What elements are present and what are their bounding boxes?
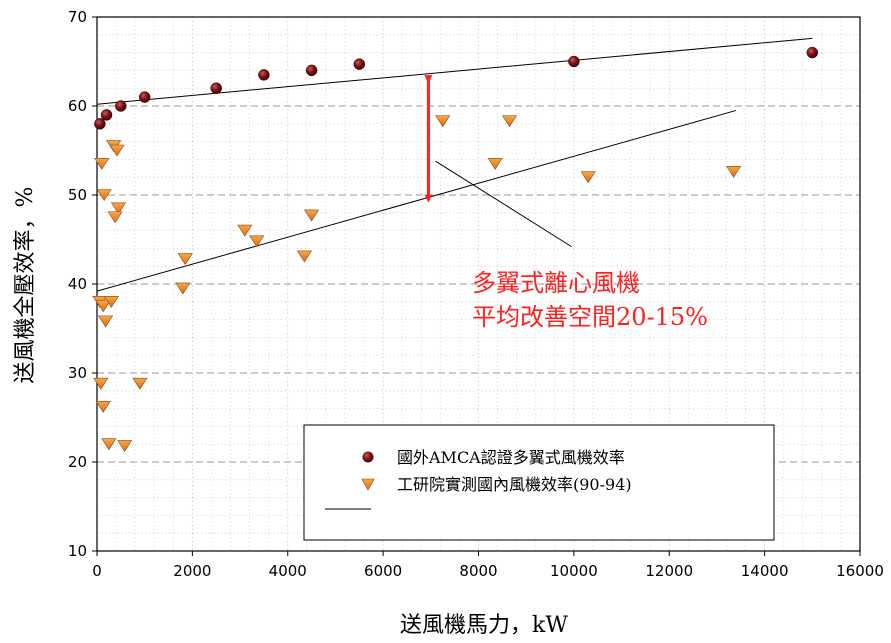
itri-point <box>304 209 320 222</box>
amca-point <box>258 69 270 81</box>
itri-point <box>95 401 111 413</box>
amca-point <box>305 64 318 77</box>
legend-label-itri: 工研院實測國內風機效率(90-94) <box>397 475 632 494</box>
legend-marker-triangle <box>361 478 375 491</box>
trend-line <box>435 160 572 248</box>
y-tick-label: 10 <box>68 542 87 560</box>
y-tick-label: 30 <box>68 364 87 382</box>
x-tick-label: 2000 <box>173 562 211 580</box>
itri-point <box>435 115 451 128</box>
legend: 國外AMCA認證多翼式風機效率 工研院實測國內風機效率(90-94) <box>303 424 775 541</box>
itri-point <box>95 300 111 313</box>
x-tick-label: 14000 <box>741 562 789 580</box>
x-tick-label: 10000 <box>550 562 598 580</box>
itri-point <box>93 377 109 390</box>
x-tick-label: 6000 <box>364 562 402 580</box>
legend-box <box>303 424 775 541</box>
amca-point <box>115 100 127 112</box>
itri-point <box>501 115 518 128</box>
amca-point <box>94 118 106 130</box>
itri-point <box>107 211 123 224</box>
itri-point <box>132 377 148 390</box>
itri-point <box>177 253 193 266</box>
itri-point <box>249 235 265 248</box>
y-axis-title: 送風機全壓效率，% <box>13 187 38 384</box>
itri-point <box>726 166 742 178</box>
x-tick-label: 8000 <box>459 562 497 580</box>
amca-point <box>138 91 151 103</box>
annotation-line-1: 多翼式離心風機 <box>472 269 640 297</box>
trend-line <box>96 109 737 292</box>
x-axis: 0 2000 4000 6000 8000 10000 12000 14000 16000 <box>92 551 884 580</box>
itri-point <box>237 224 253 237</box>
improvement-annotation: 多翼式離心風機 平均改善空間20-15% <box>424 75 708 331</box>
x-axis-title: 送風機馬力，kW <box>400 613 568 638</box>
itri-point <box>98 315 114 328</box>
itri-point <box>110 202 127 215</box>
itri-point <box>103 296 119 308</box>
x-tick-label: 0 <box>92 562 102 580</box>
itri-point <box>96 189 112 202</box>
legend-label-amca: 國外AMCA認證多翼式風機效率 <box>397 448 625 467</box>
itri-point <box>580 171 596 184</box>
annotation-line-2: 平均改善空間20-15% <box>472 303 708 331</box>
amca-point <box>100 109 113 121</box>
amca-point <box>210 82 222 94</box>
itri-point <box>117 440 133 453</box>
y-axis: 10 20 30 40 50 60 70 <box>68 8 97 560</box>
itri-point <box>487 158 503 170</box>
y-tick-label: 60 <box>68 97 87 115</box>
itri-point <box>94 158 110 170</box>
x-tick-label: 12000 <box>645 562 693 580</box>
amca-point <box>353 58 366 70</box>
amca-point <box>568 55 580 68</box>
itri-point <box>296 250 312 263</box>
itri-point <box>101 438 117 451</box>
x-tick-label: 16000 <box>836 562 884 580</box>
y-tick-label: 20 <box>68 453 87 471</box>
y-tick-label: 40 <box>68 275 87 293</box>
data-points <box>92 46 819 453</box>
y-tick-label: 50 <box>68 186 87 204</box>
amca-point <box>806 46 819 59</box>
y-tick-label: 70 <box>68 8 87 26</box>
legend-marker-circle <box>362 451 374 463</box>
x-tick-label: 4000 <box>269 562 307 580</box>
itri-point <box>109 144 125 157</box>
itri-point <box>175 282 191 295</box>
